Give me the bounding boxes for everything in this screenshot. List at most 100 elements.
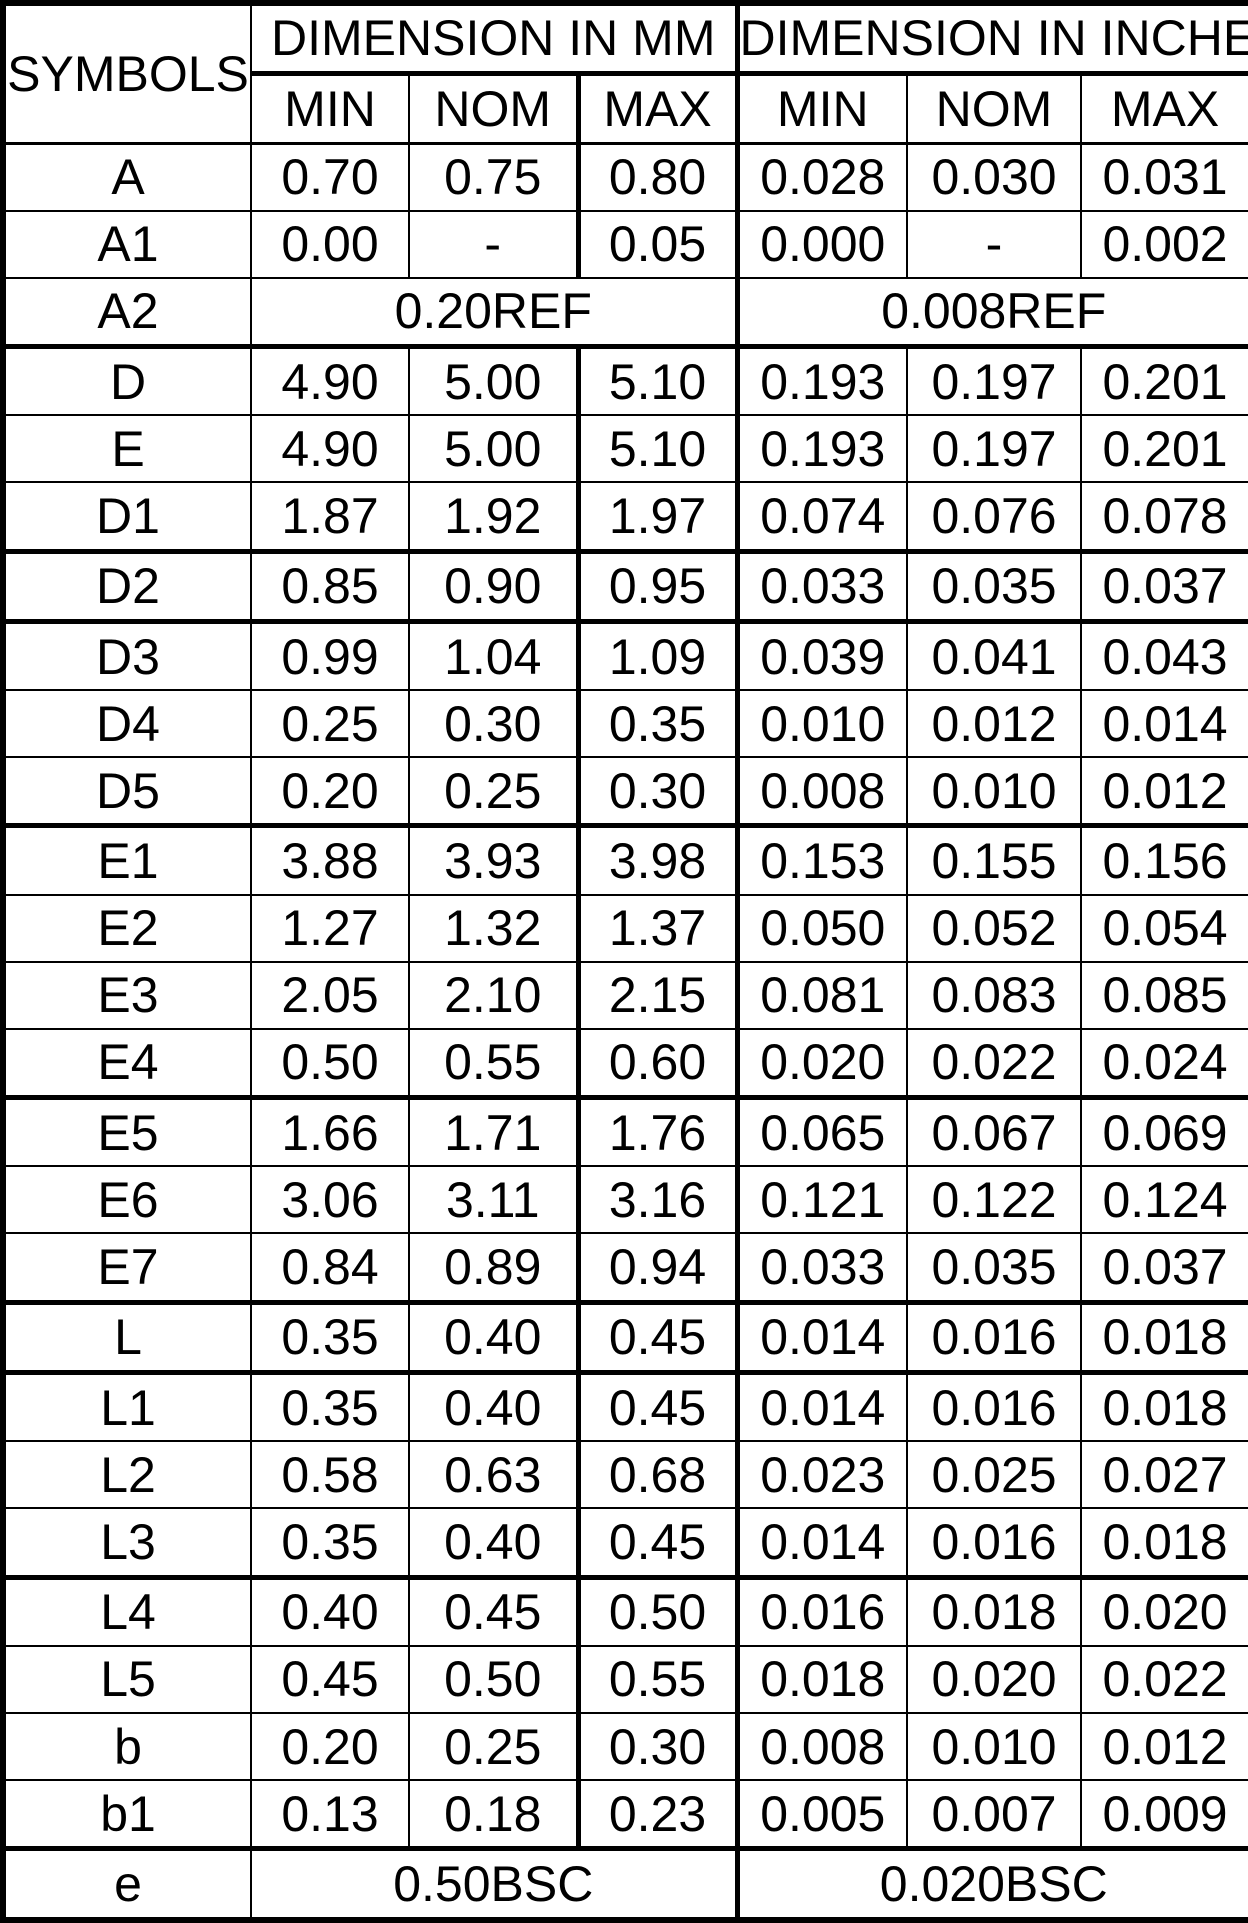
table-row: D1 1.87 1.92 1.97 0.074 0.076 0.078	[2, 481, 1248, 552]
inch-value: 0.005	[734, 1779, 908, 1850]
symbol-cell: L3	[2, 1507, 252, 1579]
mm-value: 0.35	[250, 1370, 410, 1443]
table-row: A2 0.20REF 0.008REF	[2, 276, 1248, 348]
table-row: E 4.90 5.00 5.10 0.193 0.197 0.201	[2, 414, 1248, 484]
inch-value: 0.008	[734, 756, 908, 827]
mm-value: 0.40	[408, 1370, 579, 1443]
mm-value: 0.40	[408, 1299, 579, 1374]
inch-value: 0.122	[906, 1165, 1082, 1235]
inch-value: 0.008	[734, 1711, 908, 1782]
inch-value: 0.081	[734, 960, 908, 1030]
mm-value: 0.45	[575, 1507, 738, 1579]
inch-value: 0.010	[906, 1711, 1082, 1782]
inch-value: 0.083	[906, 960, 1082, 1030]
mm-value: 1.37	[575, 893, 738, 963]
symbol-cell: D	[2, 343, 252, 417]
inch-value: -	[906, 209, 1082, 279]
inch-value: 0.121	[734, 1165, 908, 1235]
inch-value: 0.065	[734, 1095, 908, 1168]
inch-value: 0.018	[1080, 1370, 1248, 1443]
mm-value: 0.30	[408, 689, 579, 759]
inch-value: 0.014	[734, 1299, 908, 1374]
inch-value: 0.035	[906, 548, 1082, 623]
mm-value: 4.90	[250, 343, 410, 417]
inch-value: 0.009	[1080, 1779, 1248, 1850]
inch-value: 0.018	[906, 1574, 1082, 1647]
mm-value: 0.68	[575, 1440, 738, 1510]
inch-value: 0.018	[734, 1644, 908, 1714]
mm-value: 5.00	[408, 414, 579, 484]
symbol-cell: D3	[2, 618, 252, 692]
inch-value: 0.193	[734, 414, 908, 484]
inch-value: 0.016	[906, 1370, 1082, 1443]
inch-span-value: 0.020BSC	[734, 1846, 1248, 1922]
table-row: E1 3.88 3.93 3.98 0.153 0.155 0.156	[2, 823, 1248, 896]
inch-value: 0.025	[906, 1440, 1082, 1510]
inch-value: 0.201	[1080, 343, 1248, 417]
symbol-cell: L	[2, 1299, 252, 1374]
mm-value: 1.97	[575, 481, 738, 552]
inch-value: 0.023	[734, 1440, 908, 1510]
mm-value: 0.23	[575, 1779, 738, 1850]
inch-value: 0.037	[1080, 548, 1248, 623]
symbol-cell: E1	[2, 823, 252, 896]
mm-value: 0.50	[408, 1644, 579, 1714]
inch-min-header: MIN	[734, 72, 908, 145]
symbol-cell: L2	[2, 1440, 252, 1510]
inch-value: 0.012	[1080, 1711, 1248, 1782]
mm-value: 0.40	[250, 1574, 410, 1647]
symbols-column-header: SYMBOLS	[2, 2, 252, 145]
mm-value: 0.25	[408, 756, 579, 827]
inch-value: 0.067	[906, 1095, 1082, 1168]
mm-value: 0.58	[250, 1440, 410, 1510]
inch-value: 0.016	[906, 1507, 1082, 1579]
inch-value: 0.002	[1080, 209, 1248, 279]
inch-value: 0.012	[906, 689, 1082, 759]
inch-value: 0.039	[734, 618, 908, 692]
mm-value: 2.05	[250, 960, 410, 1030]
mm-value: 0.25	[408, 1711, 579, 1782]
table-row: L 0.35 0.40 0.45 0.014 0.016 0.018	[2, 1299, 1248, 1374]
inch-value: 0.010	[734, 689, 908, 759]
inch-value: 0.014	[734, 1507, 908, 1579]
table-row: e 0.50BSC 0.020BSC	[2, 1846, 1248, 1922]
inch-value: 0.018	[1080, 1299, 1248, 1374]
mm-value: 2.10	[408, 960, 579, 1030]
inch-value: 0.155	[906, 823, 1082, 896]
mm-value: 5.10	[575, 414, 738, 484]
symbol-cell: E7	[2, 1232, 252, 1304]
inch-value: 0.201	[1080, 414, 1248, 484]
table-row: A 0.70 0.75 0.80 0.028 0.030 0.031	[2, 142, 1248, 212]
inch-value: 0.030	[906, 142, 1082, 212]
mm-value: 3.93	[408, 823, 579, 896]
inch-value: 0.012	[1080, 756, 1248, 827]
inch-value: 0.033	[734, 1232, 908, 1304]
inch-value: 0.020	[906, 1644, 1082, 1714]
mm-value: 0.75	[408, 142, 579, 212]
symbol-cell: D2	[2, 548, 252, 623]
inch-max-header: MAX	[1080, 72, 1248, 145]
symbol-cell: D4	[2, 689, 252, 759]
inches-group-header: DIMENSION IN INCHES	[734, 2, 1248, 76]
symbol-cell: A	[2, 142, 252, 212]
inch-value: 0.156	[1080, 823, 1248, 896]
inch-value: 0.035	[906, 1232, 1082, 1304]
mm-value: 0.35	[575, 689, 738, 759]
mm-value: 1.66	[250, 1095, 410, 1168]
mm-value: 3.16	[575, 1165, 738, 1235]
mm-value: 0.05	[575, 209, 738, 279]
inch-nom-header: NOM	[906, 72, 1082, 145]
mm-value: 0.90	[408, 548, 579, 623]
symbol-cell: A2	[2, 276, 252, 348]
table-row: E5 1.66 1.71 1.76 0.065 0.067 0.069	[2, 1095, 1248, 1168]
inch-value: 0.041	[906, 618, 1082, 692]
table-row: b 0.20 0.25 0.30 0.008 0.010 0.012	[2, 1711, 1248, 1782]
inch-value: 0.078	[1080, 481, 1248, 552]
mm-value: 0.55	[575, 1644, 738, 1714]
mm-value: 1.04	[408, 618, 579, 692]
inch-value: 0.197	[906, 414, 1082, 484]
mm-value: 2.15	[575, 960, 738, 1030]
mm-value: 0.95	[575, 548, 738, 623]
inch-value: 0.037	[1080, 1232, 1248, 1304]
